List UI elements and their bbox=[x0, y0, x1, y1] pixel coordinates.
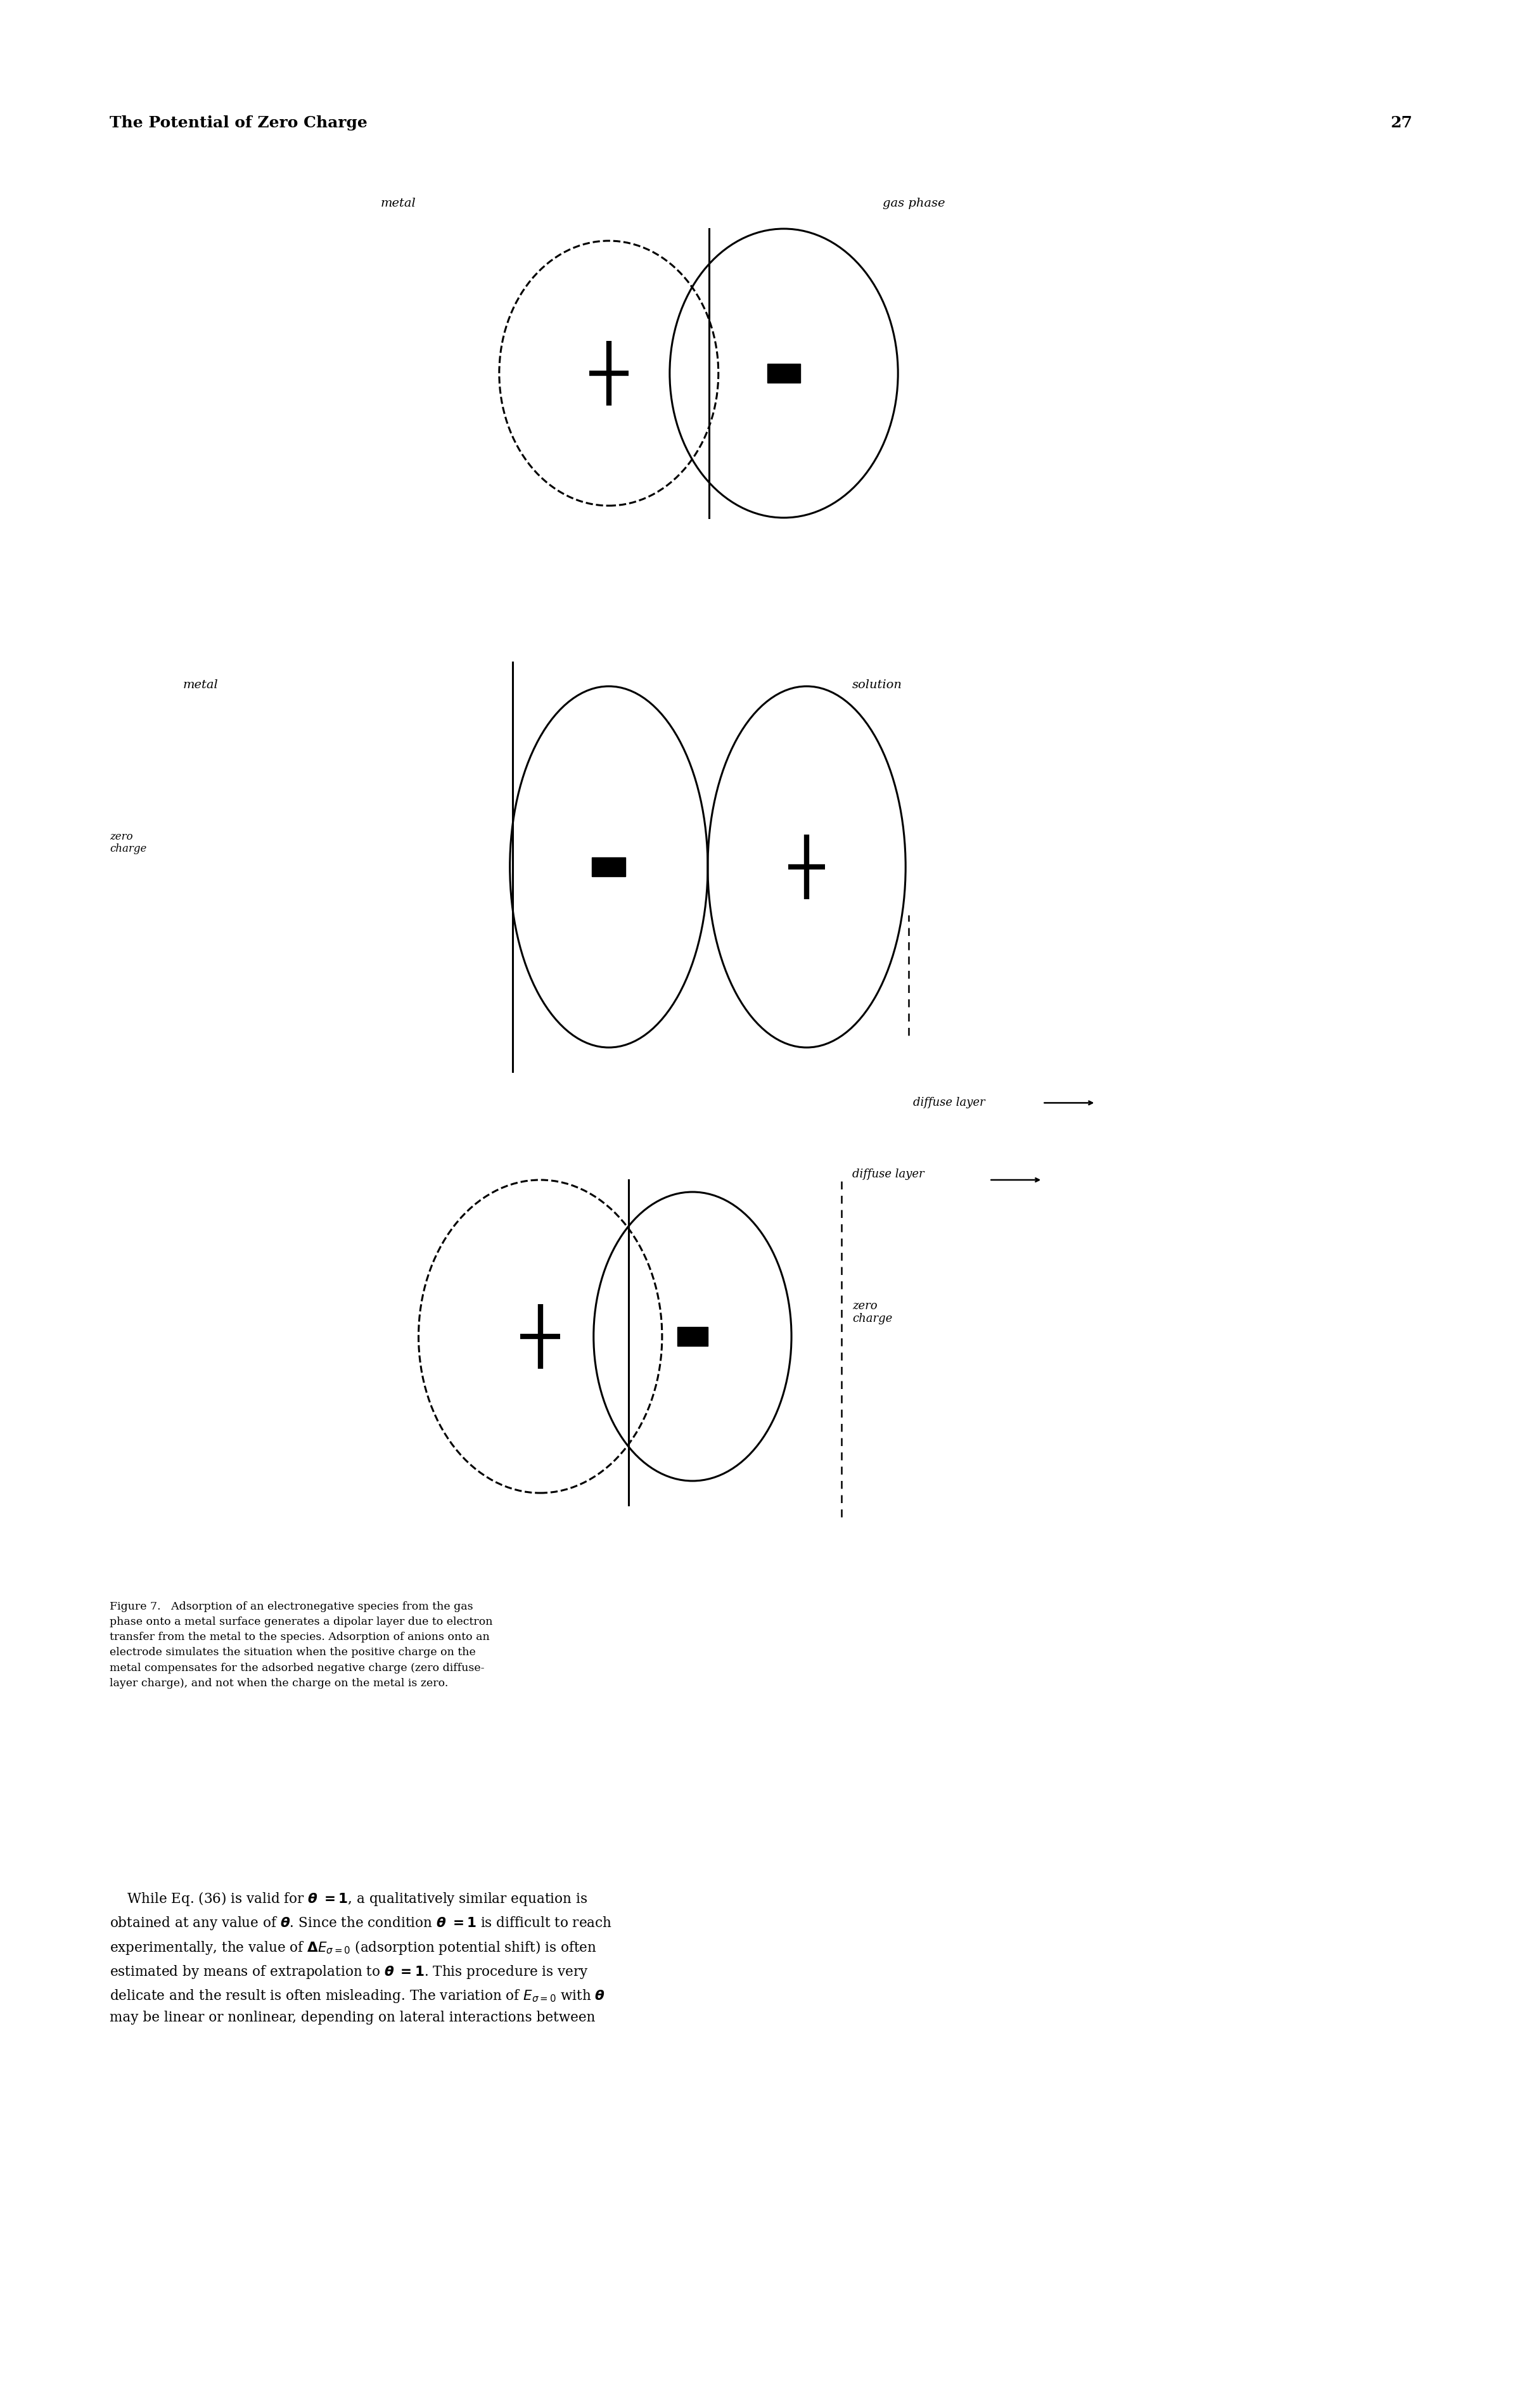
Text: diffuse layer: diffuse layer bbox=[852, 1168, 924, 1180]
Bar bbox=[767, 364, 801, 383]
Bar bbox=[592, 857, 626, 877]
Text: zero
charge: zero charge bbox=[110, 831, 146, 855]
Text: metal: metal bbox=[380, 197, 416, 209]
Text: metal: metal bbox=[183, 679, 218, 691]
Text: While Eq. (36) is valid for $\boldsymbol{\theta}$ $\mathbf{= 1}$, a qualitativel: While Eq. (36) is valid for $\boldsymbol… bbox=[110, 1890, 612, 2025]
Text: zero
charge: zero charge bbox=[852, 1300, 892, 1324]
Text: diffuse layer: diffuse layer bbox=[913, 1098, 985, 1108]
Text: solution: solution bbox=[852, 679, 903, 691]
Text: 27: 27 bbox=[1391, 116, 1412, 130]
Text: gas phase: gas phase bbox=[883, 197, 945, 209]
Text: Figure 7.   Adsorption of an electronegative species from the gas
phase onto a m: Figure 7. Adsorption of an electronegati… bbox=[110, 1601, 493, 1688]
Bar bbox=[677, 1327, 708, 1346]
Text: The Potential of Zero Charge: The Potential of Zero Charge bbox=[110, 116, 367, 130]
